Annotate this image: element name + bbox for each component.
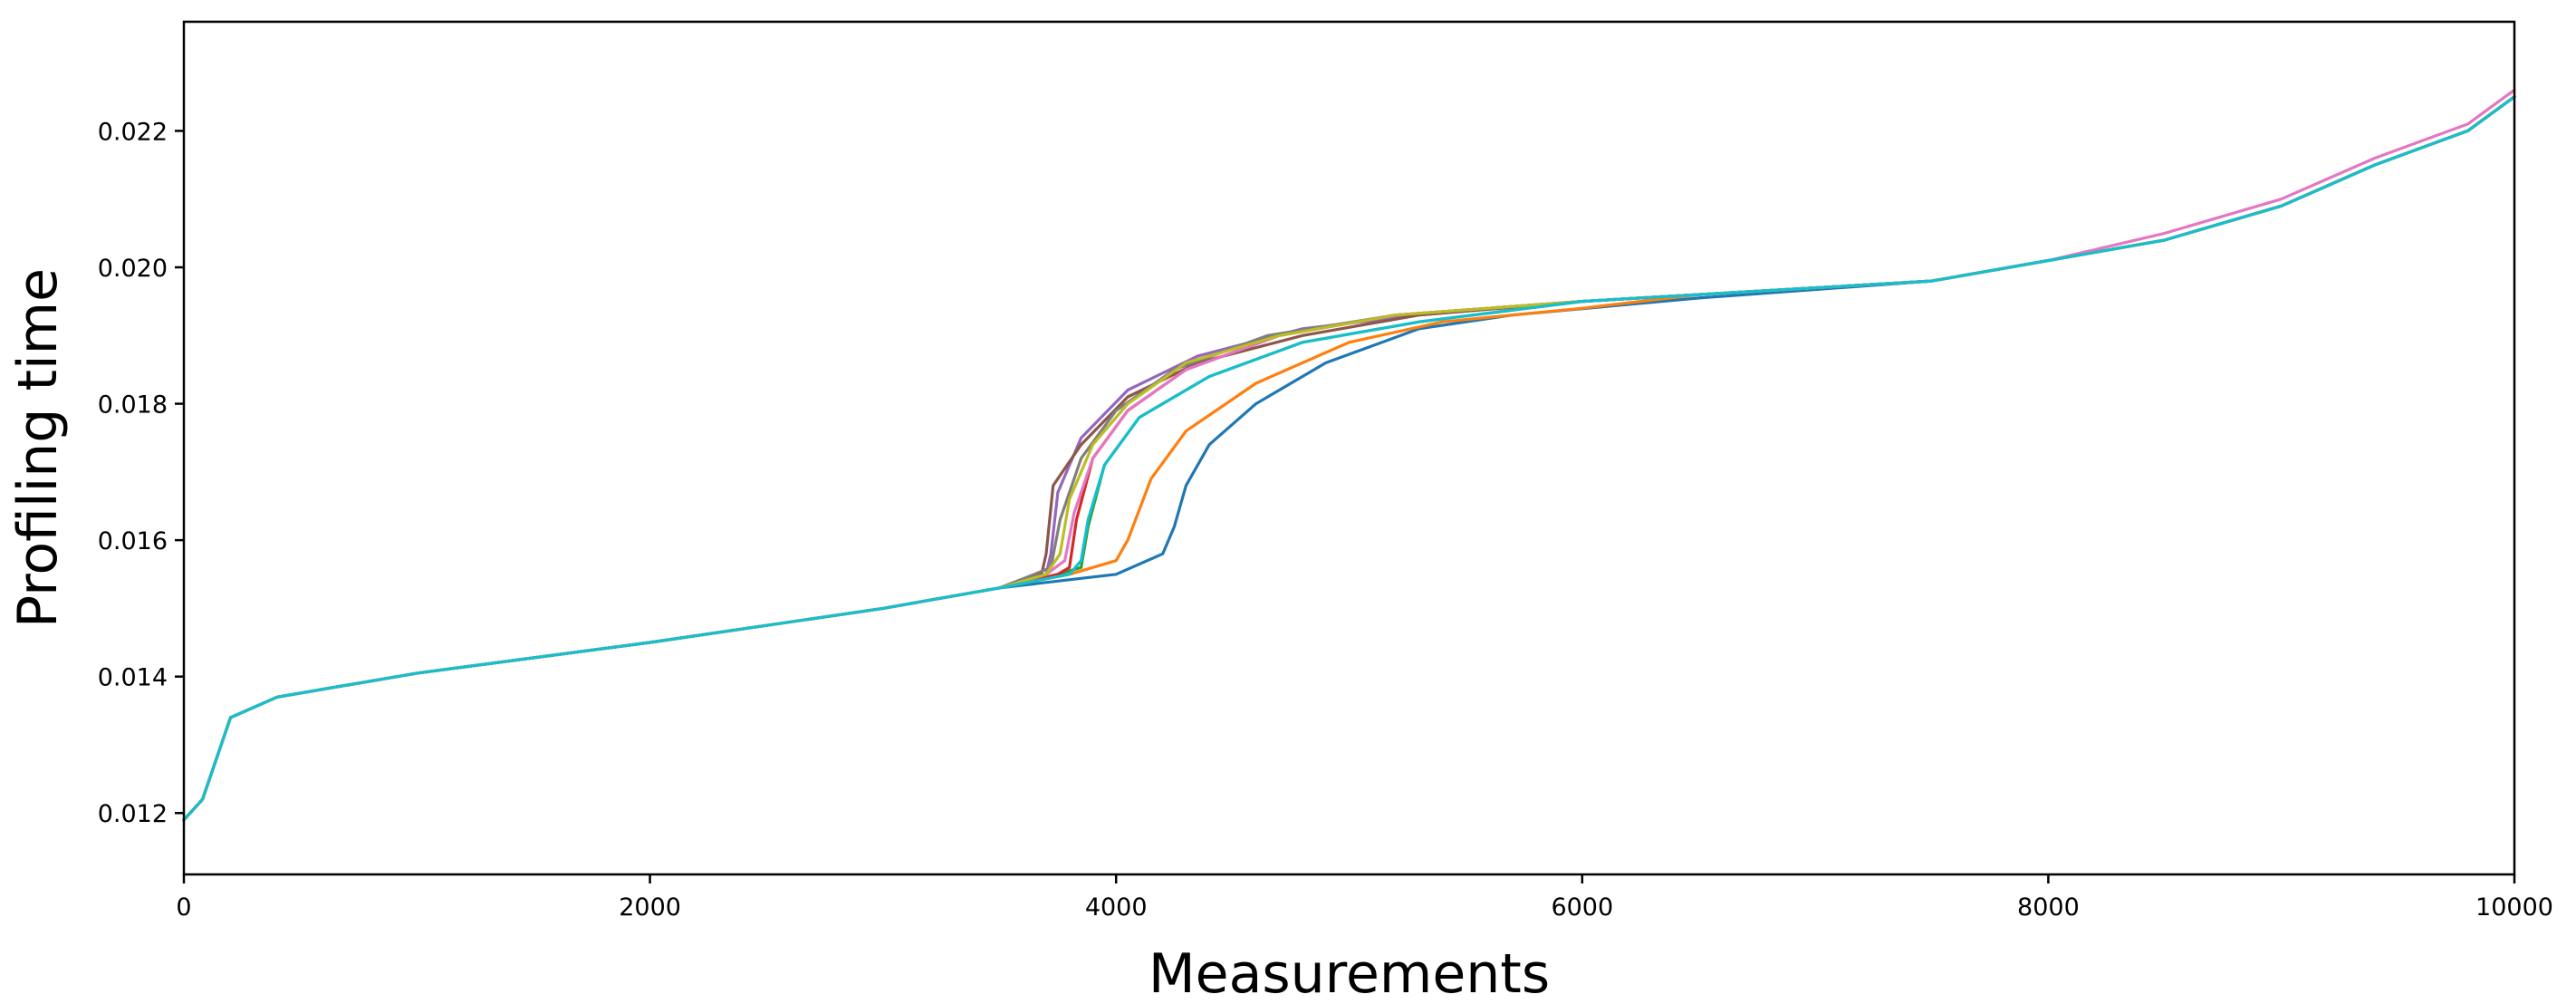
- y-tick-label: 0.012: [98, 800, 168, 828]
- x-axis: 0 2000 4000 6000 8000 10000: [176, 874, 2553, 922]
- series-line-10: [182, 95, 2516, 822]
- y-axis: 0.012 0.014 0.016 0.018 0.020 0.022: [98, 118, 184, 828]
- series-layer: [182, 88, 2516, 822]
- x-tick-label: 10000: [2475, 893, 2553, 922]
- series-line-6: [182, 95, 2516, 822]
- x-tick-label: 0: [176, 893, 191, 922]
- x-axis-title: Measurements: [1149, 942, 1550, 1004]
- series-line-3: [182, 95, 2516, 822]
- x-tick-label: 2000: [619, 893, 681, 922]
- x-tick-label: 6000: [1551, 893, 1613, 922]
- y-tick-label: 0.016: [98, 527, 168, 555]
- series-line-7: [182, 88, 2516, 822]
- x-tick-label: 4000: [1085, 893, 1148, 922]
- series-line-9: [182, 95, 2516, 822]
- plot-frame: [182, 20, 2516, 876]
- y-tick-label: 0.014: [98, 664, 168, 692]
- x-tick-label: 8000: [2017, 893, 2080, 922]
- series-line-4: [182, 95, 2516, 822]
- series-line-8: [182, 95, 2516, 822]
- y-tick-label: 0.022: [98, 118, 168, 146]
- y-axis-title: Profiling time: [6, 268, 70, 628]
- series-line-1: [182, 95, 2516, 822]
- series-line-5: [182, 95, 2516, 822]
- series-line-2: [182, 95, 2516, 822]
- y-tick-label: 0.020: [98, 255, 168, 283]
- y-tick-label: 0.018: [98, 391, 168, 420]
